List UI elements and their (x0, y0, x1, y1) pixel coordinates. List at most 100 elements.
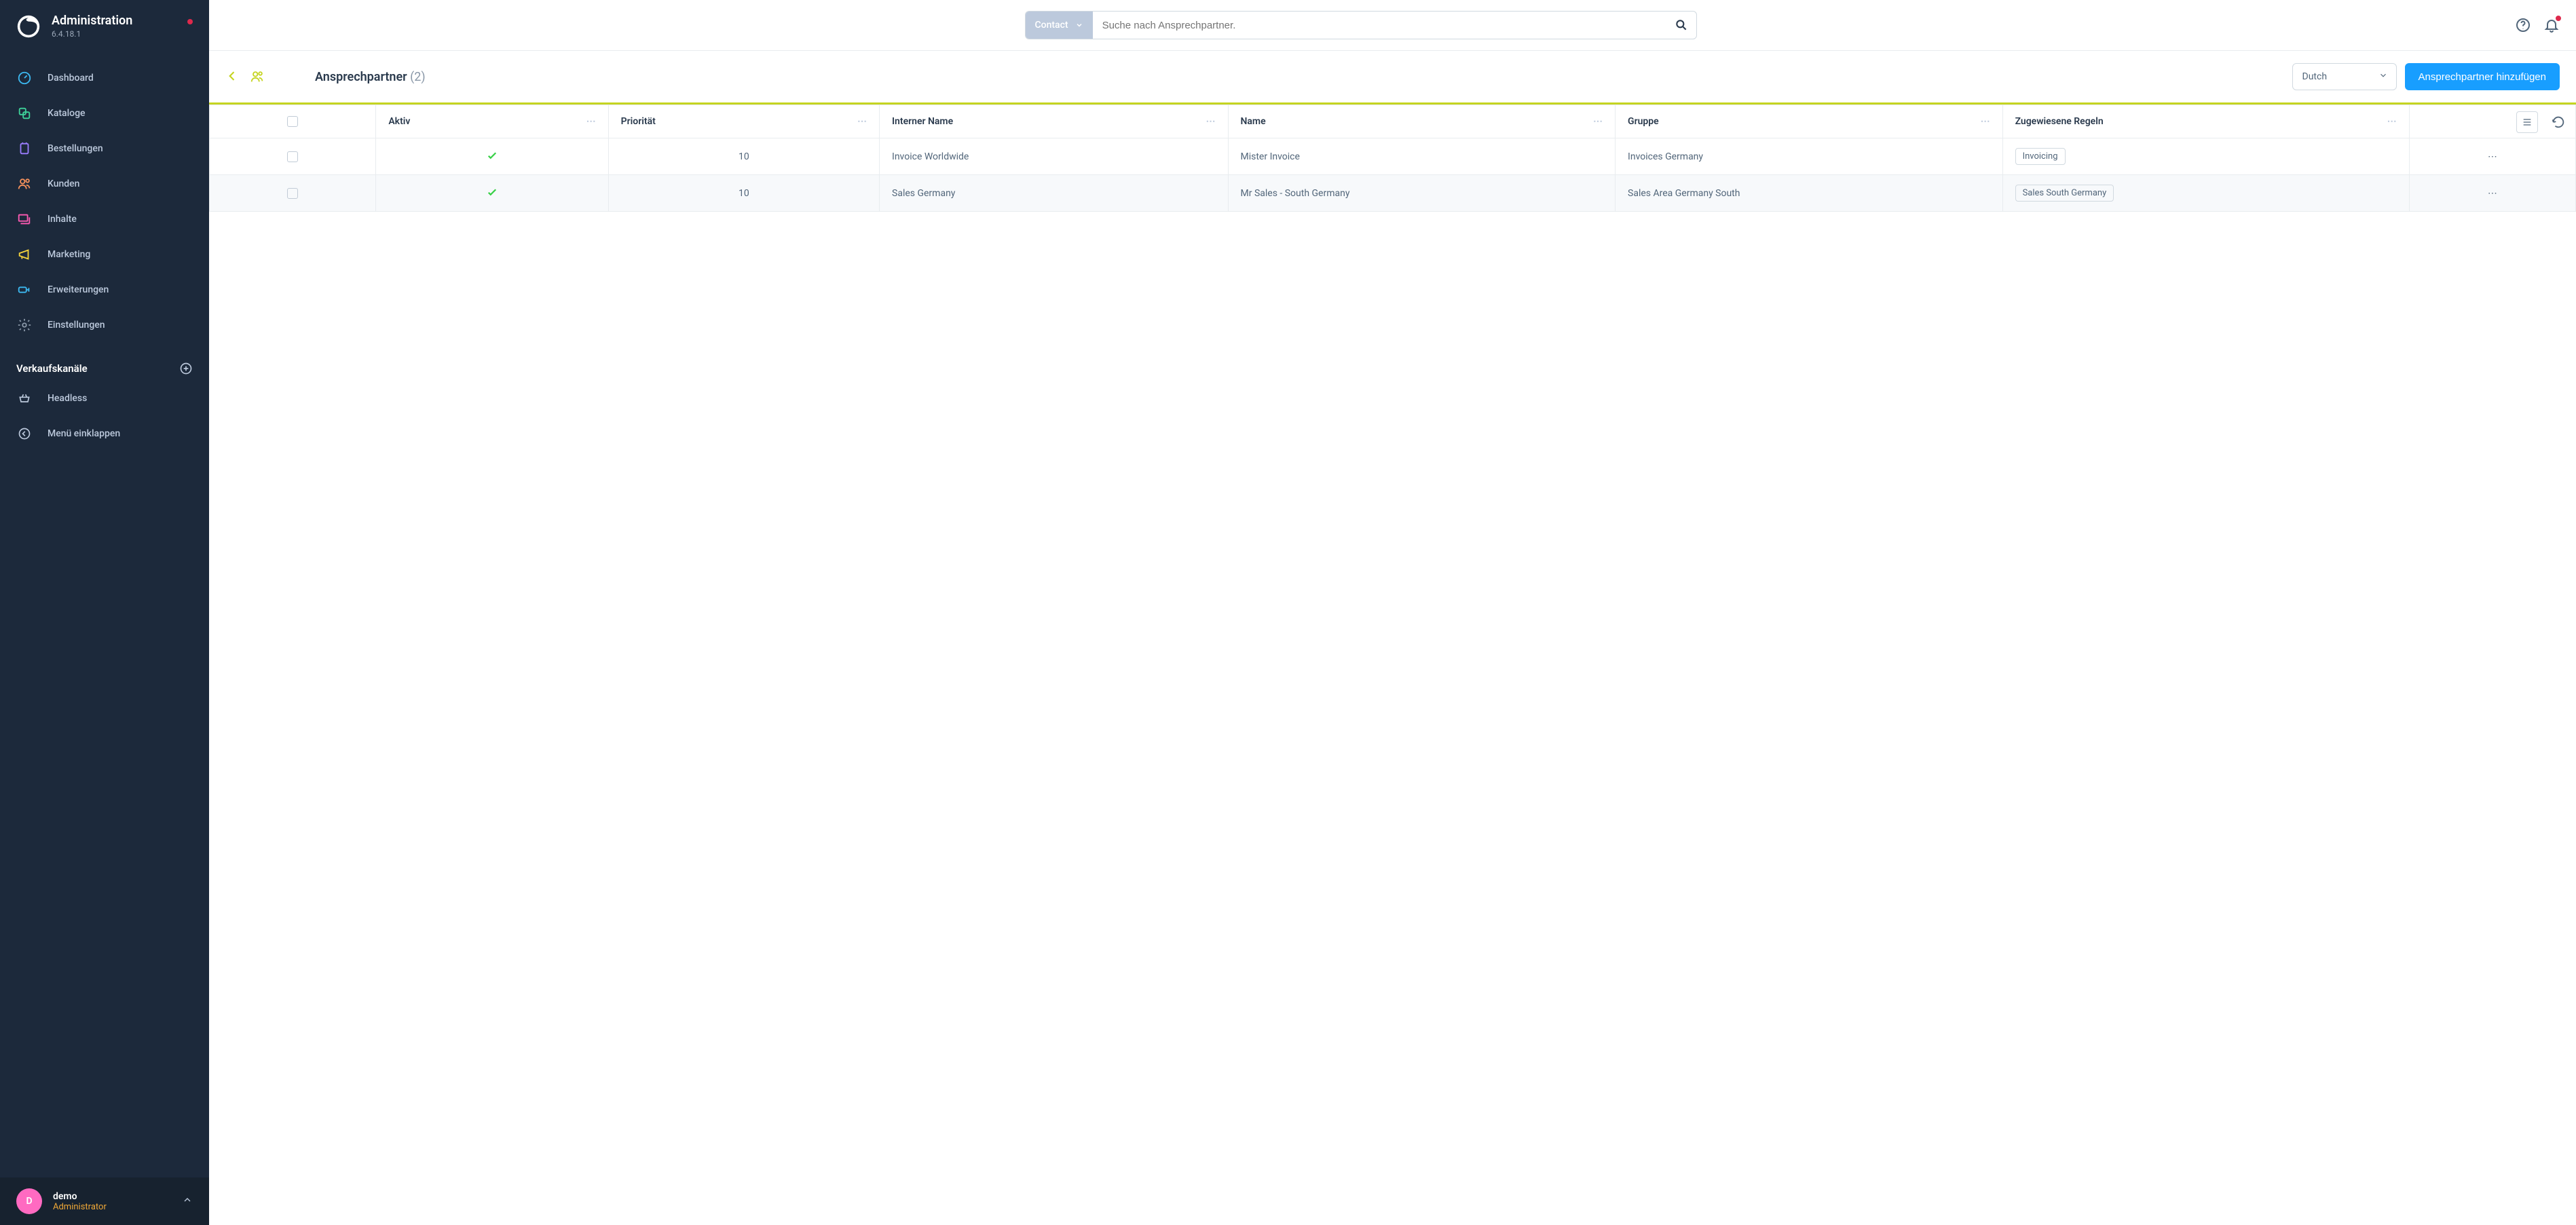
channels-title: Verkaufskanäle (16, 362, 88, 375)
help-button[interactable] (2515, 17, 2531, 33)
nav-item-extensions[interactable]: Erweiterungen (0, 272, 209, 307)
nav-label: Dashboard (48, 73, 94, 83)
catalogs-icon (16, 105, 33, 121)
nav-label: Bestellungen (48, 143, 103, 154)
nav-item-customers[interactable]: Kunden (0, 166, 209, 202)
main-nav: Dashboard Kataloge Bestellungen Kunden I… (0, 52, 209, 351)
search-icon (1675, 18, 1688, 32)
settings-icon (16, 317, 33, 333)
nav-label: Erweiterungen (48, 284, 109, 295)
nav-item-marketing[interactable]: Marketing (0, 237, 209, 272)
notification-dot-icon (2556, 16, 2561, 21)
column-menu-button[interactable]: ⋯ (2387, 116, 2397, 127)
column-settings-button[interactable] (2516, 111, 2538, 133)
help-icon (2515, 17, 2531, 33)
col-aktiv: Aktiv (388, 116, 410, 127)
check-icon (486, 149, 498, 164)
language-value: Dutch (2302, 71, 2328, 82)
logo-icon (16, 14, 41, 39)
sidebar-header: Administration 6.4.18.1 (0, 0, 209, 52)
row-actions-button[interactable]: ⋯ (2488, 188, 2497, 199)
column-menu-button[interactable]: ⋯ (1981, 116, 1990, 127)
orders-icon (16, 140, 33, 157)
search-scope-dropdown[interactable]: Contact (1026, 12, 1093, 39)
nav-label: Einstellungen (48, 320, 105, 331)
page-header: Ansprechpartner (2) Dutch Ansprechpartne… (209, 51, 2576, 102)
back-button[interactable] (225, 69, 240, 84)
check-icon (486, 186, 498, 201)
nav-label: Inhalte (48, 214, 77, 225)
nav-label: Kataloge (48, 108, 86, 119)
cell-name: Mister Invoice (1241, 151, 1300, 162)
row-actions-button[interactable]: ⋯ (2488, 151, 2497, 162)
cell-intern: Invoice Worldwide (892, 151, 969, 162)
user-card[interactable]: D demo Administrator (0, 1177, 209, 1225)
user-name: demo (53, 1191, 107, 1202)
sidebar: Administration 6.4.18.1 Dashboard Katalo… (0, 0, 209, 1225)
app-title: Administration (52, 14, 132, 28)
notifications-button[interactable] (2543, 17, 2560, 33)
nav-item-content[interactable]: Inhalte (0, 202, 209, 237)
row-checkbox[interactable] (287, 151, 298, 162)
main-content: Contact Ansp (209, 0, 2576, 1225)
status-dot-icon (187, 19, 193, 24)
add-contact-button[interactable]: Ansprechpartner hinzufügen (2405, 63, 2560, 90)
chevron-down-icon (2378, 71, 2388, 83)
nav-item-orders[interactable]: Bestellungen (0, 131, 209, 166)
cell-gruppe: Invoices Germany (1628, 151, 1703, 162)
refresh-button[interactable] (2549, 113, 2568, 132)
table-row[interactable]: 10 Invoice Worldwide Mister Invoice Invo… (210, 138, 2576, 175)
page-title: Ansprechpartner (2) (315, 70, 426, 84)
search-input[interactable] (1093, 12, 1666, 39)
nav-item-settings[interactable]: Einstellungen (0, 307, 209, 343)
cell-intern: Sales Germany (892, 188, 955, 199)
col-name: Name (1241, 116, 1266, 127)
page-count: (2) (410, 70, 426, 84)
channel-label: Headless (48, 393, 87, 404)
rule-tag: Invoicing (2015, 148, 2066, 165)
customers-icon (16, 176, 33, 192)
select-all-checkbox[interactable] (287, 116, 298, 127)
collapse-menu-button[interactable]: Menü einklappen (0, 416, 209, 451)
col-interner-name: Interner Name (892, 116, 953, 127)
cell-prio: 10 (739, 188, 749, 199)
column-menu-button[interactable]: ⋯ (857, 116, 867, 127)
collapse-icon (16, 426, 33, 442)
collapse-label: Menü einklappen (48, 428, 120, 439)
extensions-icon (16, 282, 33, 298)
chevron-down-icon (1075, 21, 1083, 29)
nav-item-dashboard[interactable]: Dashboard (0, 60, 209, 96)
cell-gruppe: Sales Area Germany South (1628, 188, 1740, 199)
nav-label: Kunden (48, 178, 79, 189)
col-prioritaet: Priorität (621, 116, 656, 127)
dashboard-icon (16, 70, 33, 86)
topbar: Contact (209, 0, 2576, 51)
cell-prio: 10 (739, 151, 749, 162)
contacts-table: Aktiv⋯ Priorität⋯ Interner Name⋯ Name⋯ G… (209, 105, 2576, 212)
column-menu-button[interactable]: ⋯ (1593, 116, 1603, 127)
row-checkbox[interactable] (287, 188, 298, 199)
refresh-icon (2551, 115, 2566, 130)
marketing-icon (16, 246, 33, 263)
chevron-up-icon (182, 1194, 193, 1208)
add-channel-button[interactable] (179, 362, 193, 375)
column-menu-button[interactable]: ⋯ (1206, 116, 1216, 127)
search-scope-label: Contact (1035, 20, 1068, 31)
table-row[interactable]: 10 Sales Germany Mr Sales - South German… (210, 175, 2576, 212)
table-wrap: Aktiv⋯ Priorität⋯ Interner Name⋯ Name⋯ G… (209, 105, 2576, 212)
cell-name: Mr Sales - South Germany (1241, 188, 1350, 199)
app-version: 6.4.18.1 (52, 29, 132, 39)
channel-item-headless[interactable]: Headless (0, 381, 209, 416)
column-menu-button[interactable]: ⋯ (586, 116, 596, 127)
nav-item-catalogs[interactable]: Kataloge (0, 96, 209, 131)
search-button[interactable] (1666, 12, 1696, 39)
rule-tag: Sales South Germany (2015, 185, 2114, 202)
content-icon (16, 211, 33, 227)
channels-header: Verkaufskanäle (0, 351, 209, 381)
basket-icon (16, 390, 33, 407)
contacts-icon (250, 69, 265, 84)
avatar: D (16, 1188, 42, 1214)
language-select[interactable]: Dutch (2292, 63, 2397, 90)
col-regeln: Zugewiesene Regeln (2015, 116, 2104, 127)
search-bar: Contact (1025, 11, 1697, 39)
